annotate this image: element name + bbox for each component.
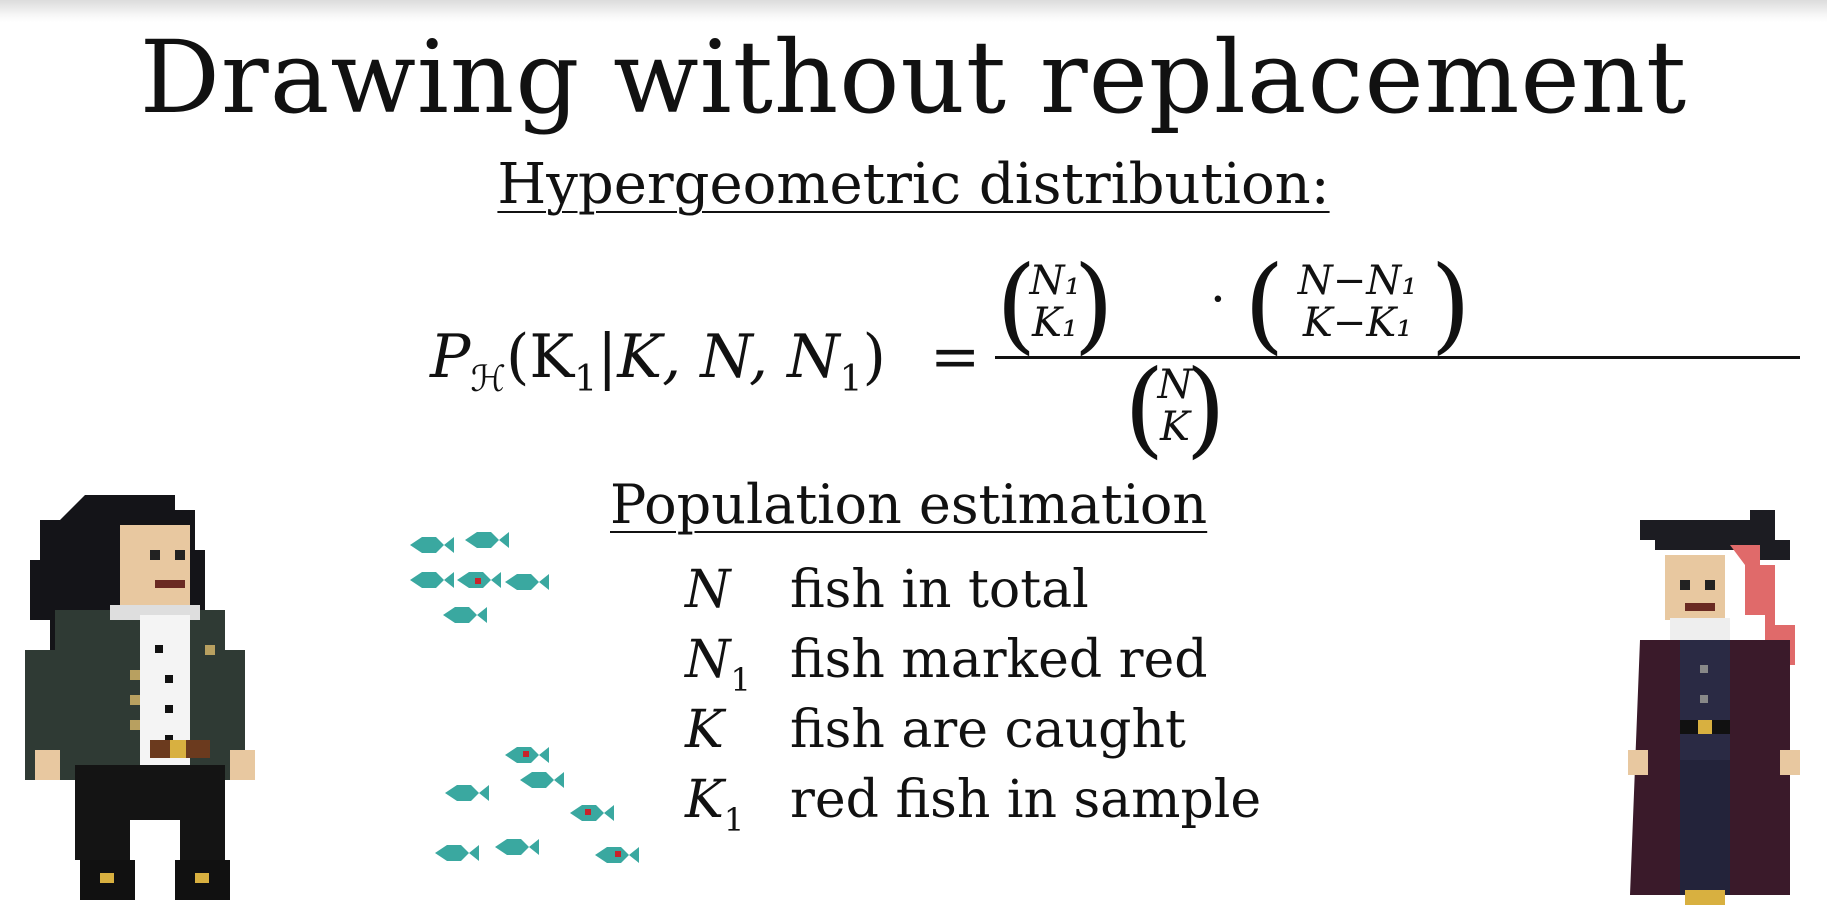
section-heading: Population estimation — [610, 472, 1210, 538]
binom1-top: N₁ — [1029, 258, 1081, 304]
section-heading-text: Population estimation — [610, 473, 1208, 536]
binom3-top: N — [1157, 362, 1193, 408]
binom2-top: N−N₁ — [1297, 258, 1418, 304]
binom3-bottom: K — [1160, 404, 1190, 450]
scientist-pixel-character — [25, 495, 255, 900]
definition-symbol: K — [685, 700, 724, 760]
fish-school-top — [410, 532, 549, 623]
fish-icon — [435, 747, 639, 863]
formula-args-rest-sub: 1 — [839, 359, 863, 400]
formula-p: P — [430, 322, 471, 392]
definition-symbol: N — [685, 560, 731, 620]
formula-args-open: (K — [505, 322, 575, 392]
definition-symbol: K1 — [685, 770, 745, 839]
fraction-bar — [995, 356, 1800, 359]
binom-nminus: ( N−N₁ K−K₁ ) — [1244, 243, 1471, 365]
definition-text: fish marked red — [790, 630, 1208, 690]
formula-lhs: Pℋ(K1|K, N, N1) — [430, 322, 886, 400]
fisher-pixel-character — [1628, 510, 1800, 905]
definition-text: fish are caught — [790, 700, 1186, 760]
subtitle-text: Hypergeometric distribution: — [497, 152, 1330, 217]
slide-title: Drawing without replacement — [139, 19, 1688, 136]
fish-icon — [410, 532, 549, 623]
binom2-bottom: K−K₁ — [1302, 300, 1413, 346]
definition-text: red fish in sample — [790, 770, 1262, 830]
binom1-bottom: K₁ — [1032, 300, 1078, 346]
binom-n-k: ( N K ) — [1124, 347, 1226, 469]
formula-args-sub: 1 — [574, 359, 598, 400]
formula-args-close: ) — [862, 322, 886, 392]
slide-subtitle: Hypergeometric distribution: — [0, 150, 1827, 220]
definition-text: fish in total — [790, 560, 1089, 620]
definition-symbol: N1 — [685, 630, 751, 699]
fish-school-bottom — [435, 747, 639, 863]
window-top-edge — [0, 0, 1827, 22]
red-mark — [585, 809, 591, 815]
formula-p-sub: ℋ — [470, 359, 506, 400]
formula-equals: = — [930, 322, 981, 392]
formula-args-rest: |K, N, N — [597, 322, 840, 392]
red-mark — [615, 851, 621, 857]
formula-dot: · — [1210, 270, 1226, 328]
red-mark — [523, 751, 529, 757]
binom-n1-k1: ( N₁ K₁ ) — [996, 243, 1114, 365]
red-mark — [475, 578, 481, 584]
hypergeometric-formula: Pℋ(K1|K, N, N1) = ( N₁ K₁ ) · ( N−N₁ K−K… — [430, 243, 1800, 469]
